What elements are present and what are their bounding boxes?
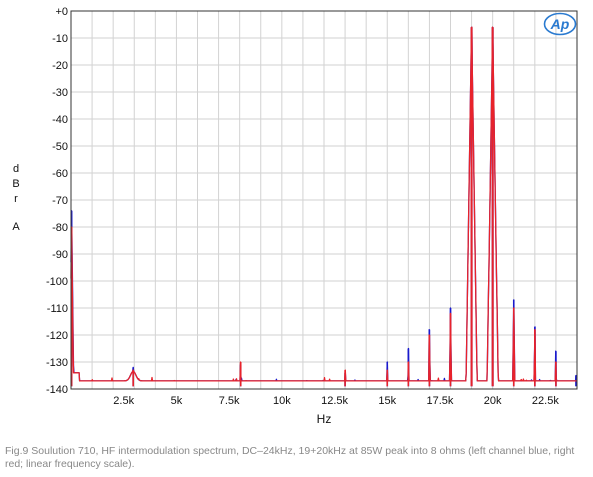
y-tick-label: -20	[52, 60, 68, 72]
ap-logo: Ap	[543, 12, 577, 36]
series-layer	[70, 26, 578, 387]
y-tick-label: -10	[52, 33, 68, 45]
y-tick-label: -90	[52, 249, 68, 261]
y-tick-label: -130	[46, 357, 68, 369]
y-tick-label: -140	[46, 384, 68, 396]
y-tick-label: -60	[52, 168, 68, 180]
x-tick-labels: 2.5k 5k 7.5k 10k 12.5k 15k 17.5k 20k 22.5k	[113, 395, 559, 407]
y-axis-label-letter: r	[14, 193, 18, 205]
x-tick-label: 2.5k	[113, 395, 134, 407]
grid	[71, 10, 577, 390]
y-tick-label: -120	[46, 330, 68, 342]
y-tick-label: -70	[52, 195, 68, 207]
x-tick-label: 5k	[171, 395, 183, 407]
y-axis-label: dBr A	[12, 163, 20, 233]
y-tick-label: -50	[52, 141, 68, 153]
y-tick-labels: +0 -10 -20 -30 -40 -50 -60 -70 -80 -90 -100 -110 -12…	[46, 6, 68, 396]
x-tick-label: 10k	[273, 395, 291, 407]
plot-frame	[70, 10, 578, 390]
y-axis-label-letter: B	[12, 178, 19, 190]
y-tick-label: -100	[46, 276, 68, 288]
x-tick-label: 20k	[484, 395, 502, 407]
x-tick-label: 15k	[378, 395, 396, 407]
y-tick-label: -110	[47, 303, 68, 315]
y-tick-label: -40	[52, 114, 68, 126]
x-tick-label: 22.5k	[532, 395, 559, 407]
y-axis-label-letter: d	[13, 163, 19, 175]
ap-logo-text: Ap	[550, 16, 570, 32]
x-tick-label: 12.5k	[321, 395, 348, 407]
x-axis-label: Hz	[317, 412, 332, 426]
y-tick-label: +0	[55, 6, 68, 18]
y-axis-label-letter: A	[12, 221, 20, 233]
x-tick-label: 7.5k	[219, 395, 240, 407]
y-tick-label: -80	[52, 222, 68, 234]
x-tick-label: 17.5k	[426, 395, 453, 407]
y-tick-label: -30	[52, 87, 68, 99]
figure-caption: Fig.9 Soulution 710, HF intermodulation …	[5, 445, 575, 470]
spectrum-chart: +0 -10 -20 -30 -40 -50 -60 -70 -80 -90 -100 -110 -12…	[12, 6, 578, 426]
